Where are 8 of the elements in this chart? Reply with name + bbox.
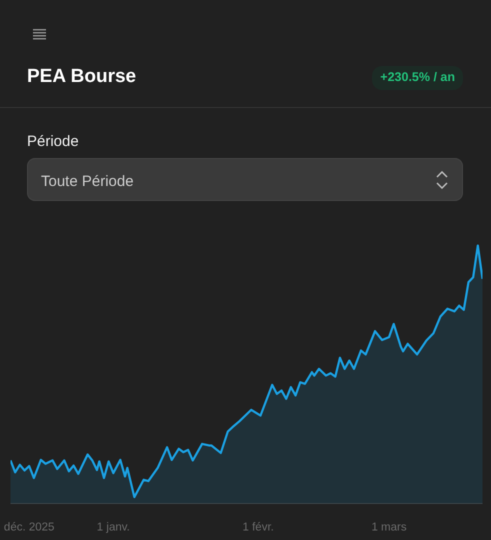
text: +230.5% / an: [372, 66, 463, 90]
chart-title: PEA Bourse: [27, 65, 136, 89]
text: Toute Période: [41, 172, 134, 192]
x-tick-label: 1 mars: [371, 522, 407, 534]
x-tick-label: déc. 2025: [4, 522, 54, 534]
text: Période: [27, 132, 79, 152]
x-tick-label: 1 févr.: [242, 522, 274, 534]
x-tick-label: 1 janv.: [96, 522, 130, 534]
